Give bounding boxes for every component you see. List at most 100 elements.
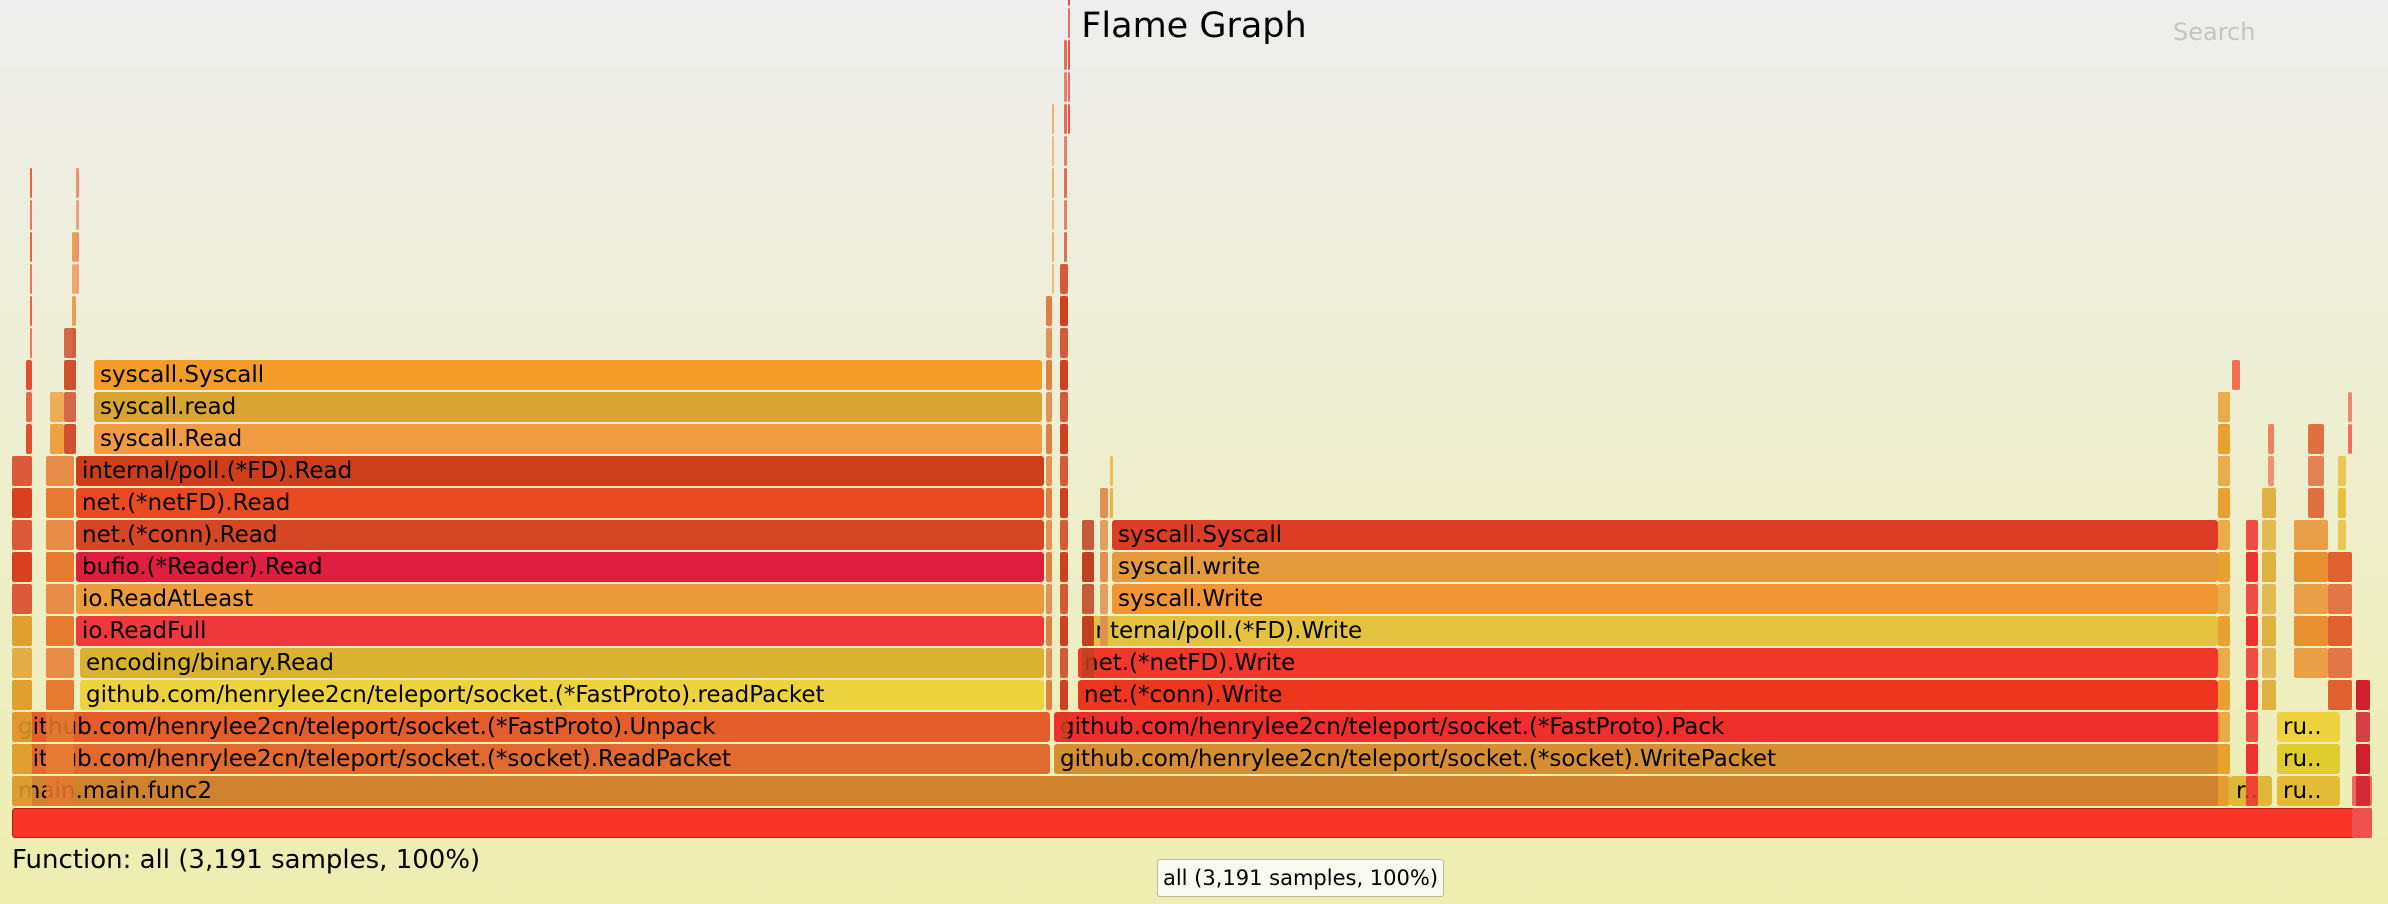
frame-sliver[interactable] <box>2268 424 2274 454</box>
frame-sliver[interactable] <box>1052 136 1054 166</box>
frame-sliver[interactable] <box>72 264 76 294</box>
frame-sliver[interactable] <box>64 392 76 422</box>
frame-sliver[interactable] <box>1046 520 1052 550</box>
frame-sliver[interactable] <box>2218 488 2230 518</box>
frame-sliver[interactable] <box>1068 104 1070 134</box>
frame-sliver[interactable] <box>12 680 32 710</box>
frame-sliver[interactable] <box>2246 744 2258 774</box>
frame-sliver[interactable] <box>2356 776 2370 806</box>
frame-sliver[interactable] <box>2328 616 2352 646</box>
frame-sliver[interactable] <box>2262 520 2276 550</box>
frame-sliver[interactable] <box>50 424 64 454</box>
frame-sliver[interactable] <box>2218 712 2230 742</box>
frame-sliver[interactable] <box>2262 552 2276 582</box>
frame-sliver[interactable] <box>2218 552 2230 582</box>
frame-sliver[interactable] <box>12 488 32 518</box>
frame-sliver[interactable] <box>2352 808 2372 838</box>
frame-sliver[interactable] <box>2294 616 2328 646</box>
frame-sliver[interactable] <box>1060 584 1068 614</box>
frame-sliver[interactable] <box>2218 520 2230 550</box>
frame[interactable]: syscall.Syscall <box>94 360 1042 390</box>
frame-sliver[interactable] <box>2338 520 2346 550</box>
frame-sliver[interactable] <box>64 328 76 358</box>
frame[interactable]: main.main.func2 <box>12 776 2228 806</box>
frame-sliver[interactable] <box>1046 296 1052 326</box>
frame-sliver[interactable] <box>1064 40 1067 70</box>
frame-sliver[interactable] <box>1060 456 1068 486</box>
frame-sliver[interactable] <box>72 232 76 262</box>
frame-sliver[interactable] <box>2356 744 2370 774</box>
frame-sliver[interactable] <box>30 328 32 358</box>
frame-sliver[interactable] <box>2328 552 2352 582</box>
frame-sliver[interactable] <box>2246 616 2258 646</box>
frame-sliver[interactable] <box>46 648 74 678</box>
frame-sliver[interactable] <box>2328 584 2352 614</box>
frame-sliver[interactable] <box>30 264 32 294</box>
frame-sliver[interactable] <box>2246 680 2258 710</box>
frame-sliver[interactable] <box>1060 680 1068 710</box>
frame-sliver[interactable] <box>1060 392 1068 422</box>
frame-sliver[interactable] <box>2348 424 2352 454</box>
frame-sliver[interactable] <box>1060 360 1068 390</box>
frame-sliver[interactable] <box>1046 616 1052 646</box>
frame-sliver[interactable] <box>12 776 32 806</box>
frame[interactable]: bufio.(*Reader).Read <box>76 552 1044 582</box>
frame-sliver[interactable] <box>30 200 32 230</box>
frame-sliver[interactable] <box>30 168 32 198</box>
frame-sliver[interactable] <box>2218 680 2230 710</box>
frame-sliver[interactable] <box>2218 648 2230 678</box>
frame[interactable]: syscall.Read <box>94 424 1042 454</box>
frame-sliver[interactable] <box>2246 712 2258 742</box>
frame-sliver[interactable] <box>50 392 64 422</box>
frame[interactable]: io.ReadAtLeast <box>76 584 1044 614</box>
frame-sliver[interactable] <box>46 712 74 742</box>
frame-sliver[interactable] <box>2246 584 2258 614</box>
frame-sliver[interactable] <box>1060 424 1068 454</box>
frame-sliver[interactable] <box>1060 296 1068 326</box>
frame[interactable]: encoding/binary.Read <box>80 648 1044 678</box>
frame-sliver[interactable] <box>1052 264 1054 294</box>
frame-sliver[interactable] <box>2308 456 2324 486</box>
frame-sliver[interactable] <box>2262 488 2276 518</box>
frame-sliver[interactable] <box>1060 712 1068 742</box>
frame-sliver[interactable] <box>30 296 32 326</box>
frame-sliver[interactable] <box>12 456 32 486</box>
frame-sliver[interactable] <box>1068 72 1070 102</box>
frame-sliver[interactable] <box>2262 648 2276 678</box>
frame[interactable]: github.com/henrylee2cn/teleport/socket.(… <box>12 712 1050 742</box>
frame-sliver[interactable] <box>2294 648 2328 678</box>
frame-sliver[interactable] <box>2218 456 2230 486</box>
frame-sliver[interactable] <box>2218 424 2230 454</box>
frame[interactable]: syscall.Write <box>1112 584 2218 614</box>
frame-sliver[interactable] <box>2262 680 2276 710</box>
frame-sliver[interactable] <box>46 680 74 710</box>
frame-sliver[interactable] <box>2218 616 2230 646</box>
frame[interactable]: github.com/henrylee2cn/teleport/socket.(… <box>80 680 1044 710</box>
frame[interactable]: github.com/henrylee2cn/teleport/socket.(… <box>1054 744 2220 774</box>
frame[interactable]: syscall.Syscall <box>1112 520 2218 550</box>
frame-sliver[interactable] <box>2294 552 2328 582</box>
frame[interactable]: ru.. <box>2277 776 2340 806</box>
frame-sliver[interactable] <box>2218 744 2230 774</box>
frame-sliver[interactable] <box>1082 552 1094 582</box>
frame[interactable]: io.ReadFull <box>76 616 1044 646</box>
frame-sliver[interactable] <box>26 392 32 422</box>
frame[interactable]: ru.. <box>2277 744 2340 774</box>
frame-sliver[interactable] <box>1046 680 1052 710</box>
frame-sliver[interactable] <box>12 744 32 774</box>
frame-sliver[interactable] <box>1046 328 1052 358</box>
frame-sliver[interactable] <box>26 360 32 390</box>
frame-sliver[interactable] <box>1100 552 1108 582</box>
frame-sliver[interactable] <box>2246 776 2258 806</box>
frame-sliver[interactable] <box>46 616 74 646</box>
frame-sliver[interactable] <box>1046 424 1052 454</box>
frame-sliver[interactable] <box>1060 264 1068 294</box>
frame-sliver[interactable] <box>1046 360 1052 390</box>
frame-sliver[interactable] <box>1064 168 1067 198</box>
frame-sliver[interactable] <box>46 552 74 582</box>
frame-sliver[interactable] <box>2308 424 2324 454</box>
frame-sliver[interactable] <box>2338 488 2346 518</box>
frame[interactable]: github.com/henrylee2cn/teleport/socket.(… <box>12 744 1050 774</box>
frame[interactable]: net.(*netFD).Read <box>76 488 1044 518</box>
frame-sliver[interactable] <box>26 424 32 454</box>
